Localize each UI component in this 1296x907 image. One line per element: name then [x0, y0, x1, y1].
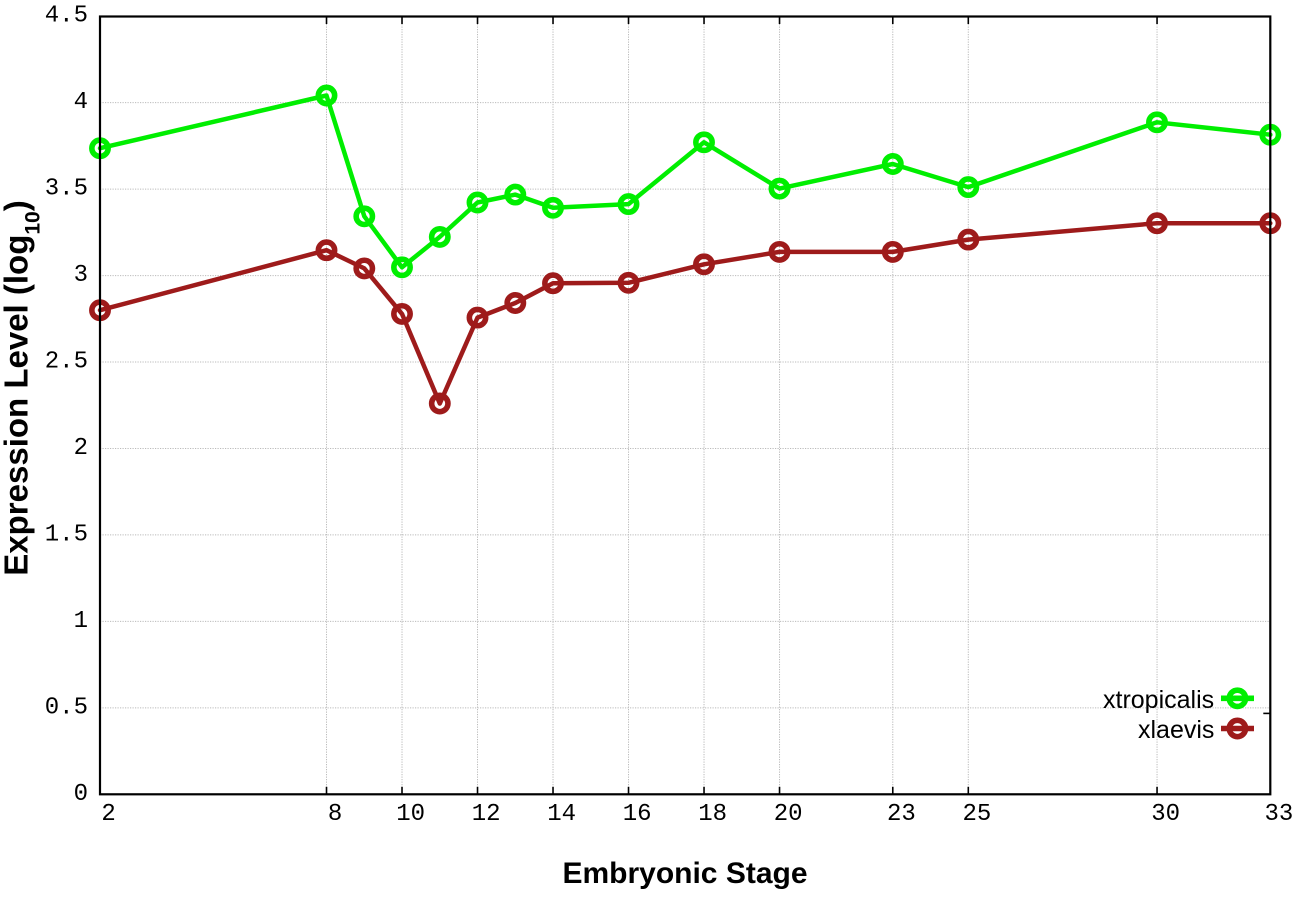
svg-text:25: 25 [962, 801, 991, 828]
svg-text:16: 16 [623, 801, 652, 828]
svg-text:2: 2 [74, 435, 88, 462]
svg-text:3: 3 [74, 262, 88, 289]
svg-text:Expression Level (log10): Expression Level (log10) [0, 200, 44, 575]
svg-text:4: 4 [74, 89, 88, 116]
svg-text:10: 10 [396, 801, 425, 828]
svg-text:xlaevis: xlaevis [1138, 716, 1214, 744]
svg-text:0.5: 0.5 [45, 694, 88, 721]
svg-text:Embryonic Stage: Embryonic Stage [562, 857, 807, 890]
svg-text:18: 18 [698, 801, 727, 828]
svg-text:8: 8 [328, 801, 342, 828]
svg-text:23: 23 [887, 801, 916, 828]
svg-text:14: 14 [547, 801, 576, 828]
svg-text:xtropicalis: xtropicalis [1103, 686, 1214, 714]
svg-text:20: 20 [774, 801, 803, 828]
svg-text:0: 0 [74, 781, 88, 808]
svg-text:1: 1 [74, 608, 88, 635]
svg-text:12: 12 [472, 801, 501, 828]
svg-text:33: 33 [1264, 801, 1293, 828]
svg-text:2.5: 2.5 [45, 349, 88, 376]
svg-text:4.5: 4.5 [45, 3, 88, 30]
svg-text:30: 30 [1151, 801, 1180, 828]
svg-text:2: 2 [101, 801, 115, 828]
svg-text:1.5: 1.5 [45, 521, 88, 548]
svg-text:3.5: 3.5 [45, 176, 88, 203]
